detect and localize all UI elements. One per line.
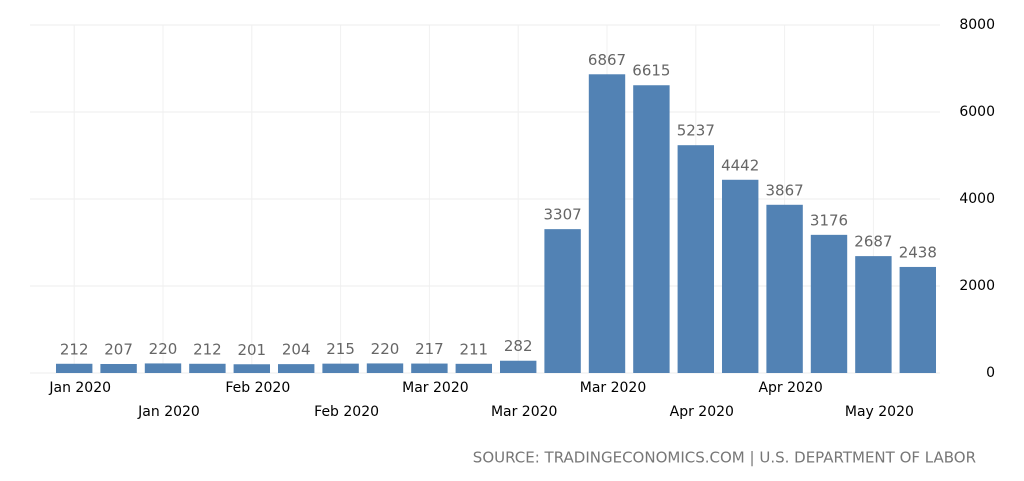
bar xyxy=(810,234,848,373)
value-label: 6615 xyxy=(632,62,670,80)
value-label: 217 xyxy=(415,340,444,358)
x-tick-label: Mar 2020 xyxy=(491,404,558,420)
y-tick-label: 6000 xyxy=(959,104,995,120)
bar xyxy=(277,364,315,373)
y-tick-label: 4000 xyxy=(959,191,995,207)
x-tick-label: Mar 2020 xyxy=(580,380,647,396)
value-label: 212 xyxy=(60,340,89,358)
value-label: 4442 xyxy=(721,156,759,174)
value-label: 6867 xyxy=(588,51,626,69)
bar xyxy=(499,360,537,373)
x-tick-label: Mar 2020 xyxy=(402,380,469,396)
bar xyxy=(677,145,715,373)
bar xyxy=(899,266,937,373)
bar xyxy=(855,256,892,373)
y-tick-label: 8000 xyxy=(959,17,995,33)
x-tick-label: Feb 2020 xyxy=(225,380,290,396)
value-label: 212 xyxy=(193,340,222,358)
x-tick-label: Jan 2020 xyxy=(48,380,111,396)
bar xyxy=(721,179,759,373)
bar xyxy=(544,229,581,373)
x-tick-label: Feb 2020 xyxy=(314,404,379,420)
y-tick-label: 2000 xyxy=(959,278,995,294)
x-tick-label: Apr 2020 xyxy=(670,404,734,420)
value-label: 220 xyxy=(149,340,178,358)
value-label: 2687 xyxy=(854,233,892,251)
value-label: 3867 xyxy=(766,181,804,199)
value-label: 201 xyxy=(237,341,266,359)
value-label: 207 xyxy=(104,340,133,358)
bar xyxy=(366,363,404,373)
bar xyxy=(144,363,182,373)
y-tick-label: 0 xyxy=(986,365,995,381)
bar xyxy=(189,363,226,373)
x-tick-label: Jan 2020 xyxy=(137,404,200,420)
bar xyxy=(411,363,448,373)
value-label: 3307 xyxy=(544,206,582,224)
bar xyxy=(100,363,137,373)
bar xyxy=(766,204,803,373)
x-tick-label: Apr 2020 xyxy=(758,380,822,396)
bar xyxy=(455,363,493,373)
value-label: 211 xyxy=(459,340,488,358)
value-label: 2438 xyxy=(899,243,937,261)
bar xyxy=(588,74,626,374)
bar xyxy=(633,85,670,373)
value-label: 215 xyxy=(326,340,355,358)
bar xyxy=(322,363,359,373)
value-label: 282 xyxy=(504,337,533,355)
value-label: 5237 xyxy=(677,122,715,140)
value-label: 204 xyxy=(282,341,311,359)
value-label: 3176 xyxy=(810,211,848,229)
value-label: 220 xyxy=(371,340,400,358)
x-tick-label: May 2020 xyxy=(845,404,914,420)
bar xyxy=(233,364,271,373)
source: SOURCE: TRADINGECONOMICS.COM | U.S. DEPA… xyxy=(473,449,976,467)
bar xyxy=(55,363,93,373)
